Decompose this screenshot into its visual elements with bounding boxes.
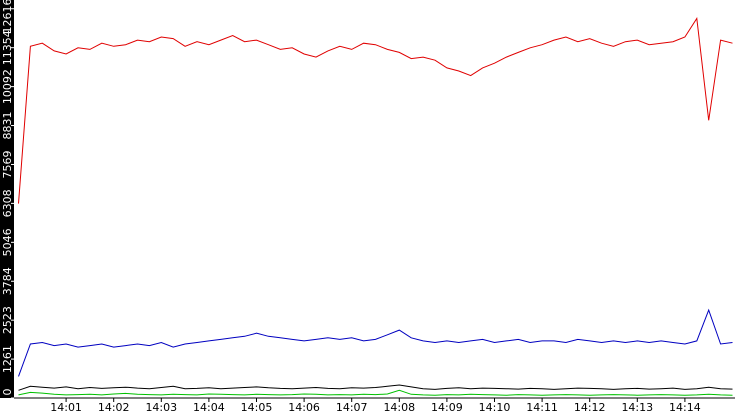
y-tick-label: 10092 <box>1 69 14 104</box>
series-line <box>18 308 733 377</box>
x-tick-label: 14:07 <box>336 401 368 414</box>
x-tick-label: 14:03 <box>145 401 177 414</box>
x-tick-label: 14:13 <box>621 401 653 414</box>
y-tick-label: 5046 <box>1 228 14 256</box>
x-tick-label: 14:01 <box>50 401 82 414</box>
x-tick-label: 14:14 <box>669 401 701 414</box>
y-tick-label: 2523 <box>1 306 14 334</box>
x-tick-label: 14:04 <box>193 401 225 414</box>
x-tick-label: 14:11 <box>526 401 558 414</box>
y-tick-label: 7569 <box>1 150 14 178</box>
y-tick-label: 1261 <box>1 345 14 373</box>
y-tick-label: 12616 <box>1 0 14 34</box>
y-tick-label: 11354 <box>1 30 14 65</box>
series-line <box>18 17 733 204</box>
x-tick-label: 14:09 <box>431 401 463 414</box>
y-tick-label: 0 <box>1 389 14 396</box>
y-axis-strip <box>0 0 14 398</box>
x-tick-label: 14:12 <box>574 401 606 414</box>
y-tick-label: 8831 <box>1 112 14 140</box>
series-line <box>18 389 733 396</box>
x-tick-label: 14:06 <box>288 401 320 414</box>
x-tick-label: 14:10 <box>479 401 511 414</box>
x-tick-label: 14:05 <box>241 401 273 414</box>
y-tick-label: 3784 <box>1 267 14 295</box>
y-tick-label: 6308 <box>1 189 14 217</box>
x-tick-label: 14:08 <box>383 401 415 414</box>
x-tick-label: 14:02 <box>98 401 130 414</box>
series-line <box>18 384 733 391</box>
